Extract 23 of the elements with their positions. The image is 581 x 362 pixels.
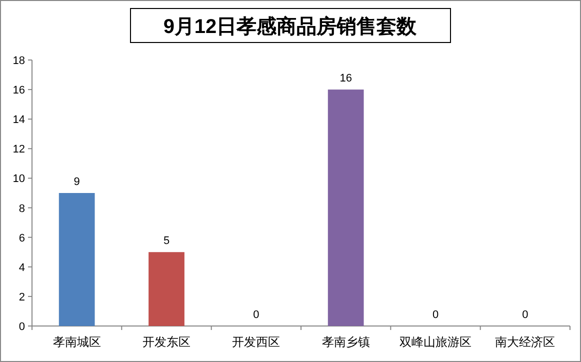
- data-label: 0: [253, 309, 260, 321]
- data-label: 9: [74, 176, 80, 188]
- data-label: 16: [340, 72, 352, 85]
- x-tick-label: 孝南乡镇: [322, 335, 370, 349]
- data-label: 5: [163, 235, 170, 248]
- x-tick-label: 双峰山旅游区: [400, 335, 472, 349]
- y-tick-label: 12: [12, 144, 25, 156]
- x-tick-label: 孝南城区: [52, 335, 101, 349]
- y-tick-label: 10: [12, 173, 25, 186]
- data-label: 0: [432, 309, 439, 321]
- y-tick-label: 8: [18, 202, 25, 215]
- y-tick-label: 0: [18, 321, 25, 333]
- y-tick-label: 14: [12, 114, 25, 126]
- data-label: 0: [522, 309, 528, 321]
- y-tick-label: 16: [12, 84, 25, 97]
- chart-title: 9月12日孝感商品房销售套数: [163, 15, 418, 38]
- x-tick-label: 开发西区: [232, 335, 280, 349]
- x-tick-label: 开发东区: [142, 335, 190, 349]
- y-tick-label: 2: [18, 291, 25, 304]
- x-tick-label: 南大经济区: [495, 335, 556, 349]
- y-tick-label: 6: [18, 232, 25, 244]
- y-tick-label: 18: [12, 55, 25, 67]
- y-tick-label: 4: [18, 262, 25, 274]
